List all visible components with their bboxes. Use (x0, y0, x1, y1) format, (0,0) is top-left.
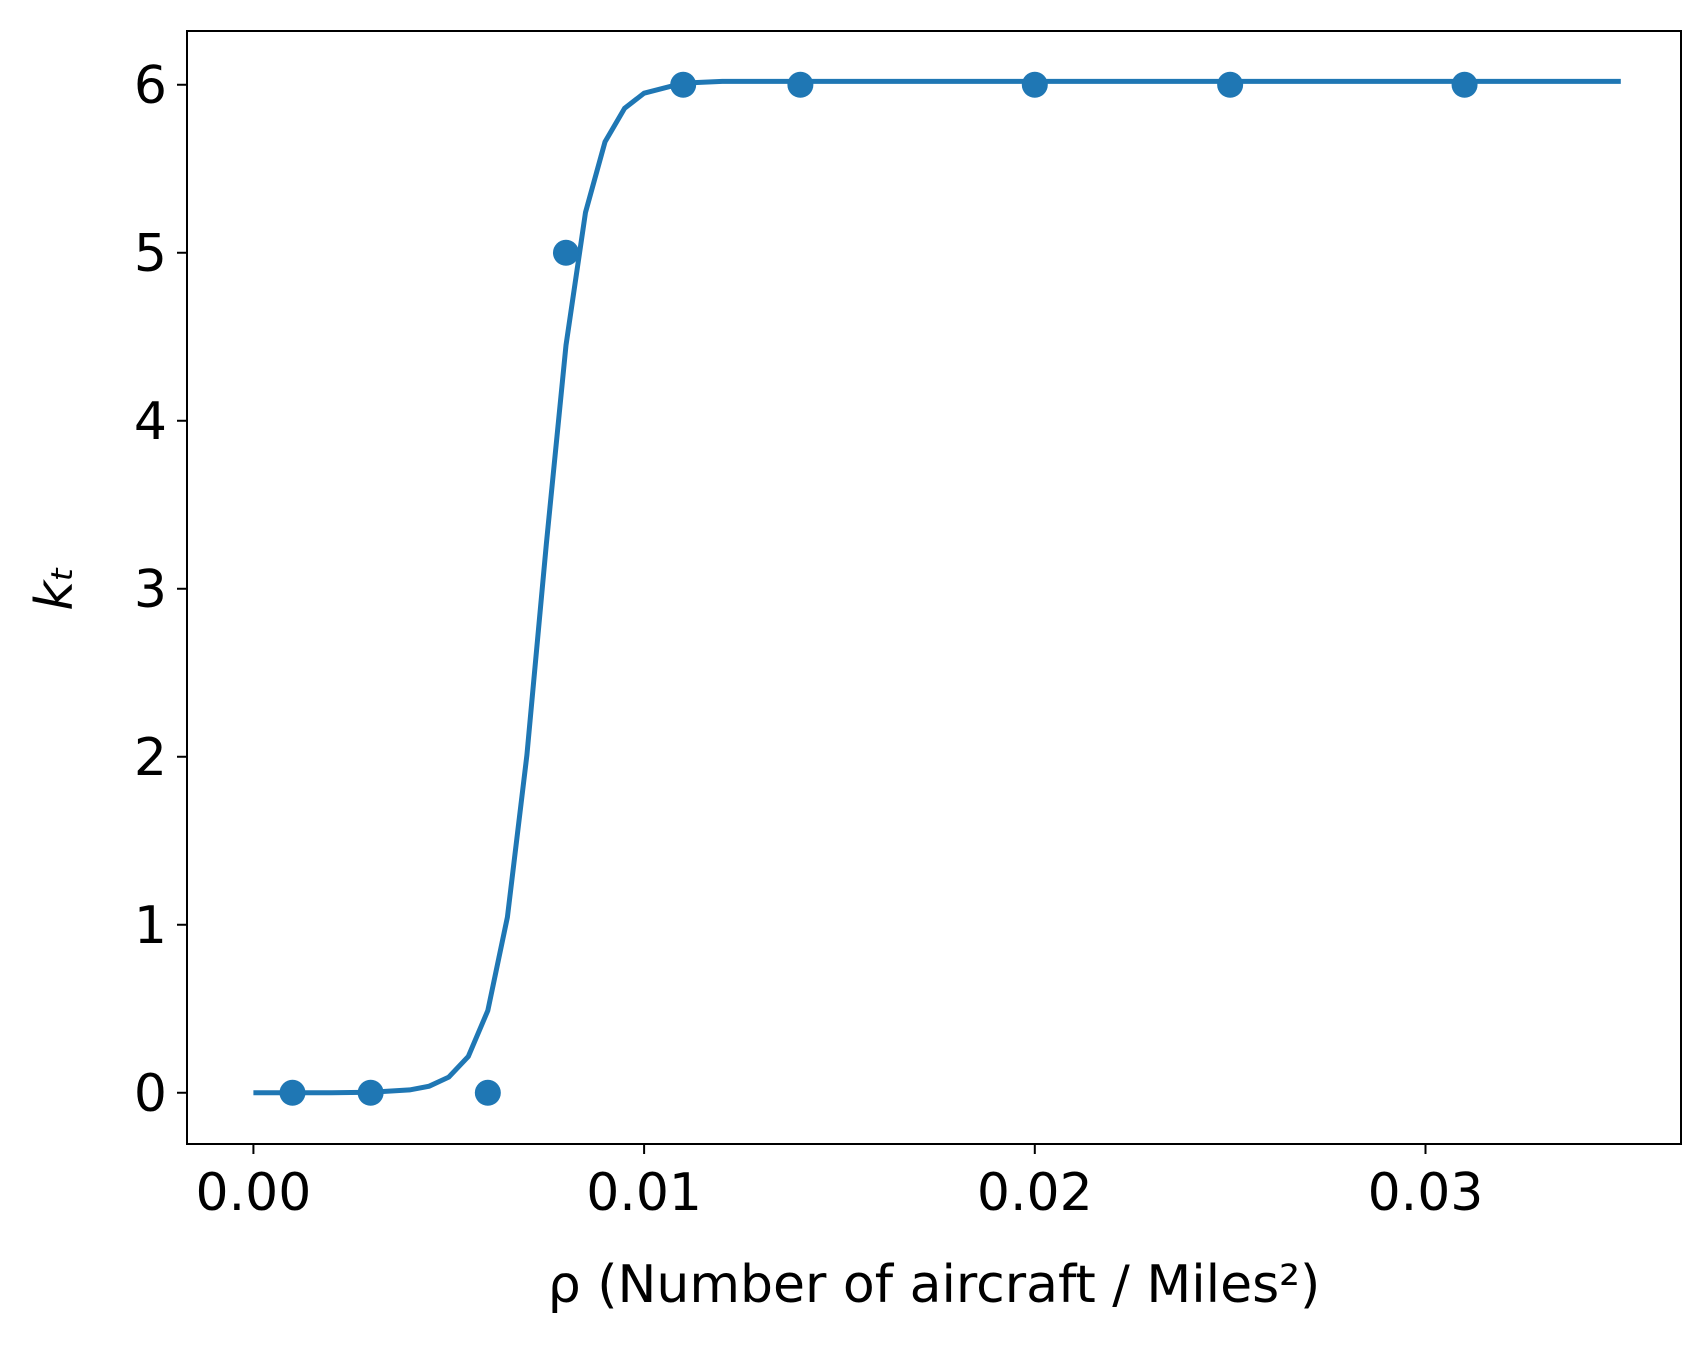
data-point (474, 1079, 501, 1106)
y-tick-label: 2 (134, 728, 167, 788)
data-point (279, 1079, 306, 1106)
x-axis-label: ρ (Number of aircraft / Miles²) (548, 1255, 1321, 1315)
data-point (552, 239, 579, 266)
y-tick-label: 1 (134, 896, 167, 956)
y-tick-label: 4 (134, 392, 167, 452)
data-point (787, 71, 814, 98)
x-tick-label: 0.01 (586, 1163, 702, 1223)
data-point (1217, 71, 1244, 98)
y-tick-label: 0 (134, 1064, 167, 1124)
y-tick-label: 3 (134, 560, 167, 620)
x-tick-label: 0.02 (977, 1163, 1093, 1223)
data-point (1021, 71, 1048, 98)
y-tick-label: 6 (134, 56, 167, 116)
x-tick-label: 0.00 (196, 1163, 312, 1223)
data-point (670, 71, 697, 98)
data-point (1451, 71, 1478, 98)
fit-line (253, 78, 1621, 1096)
y-tick-label: 5 (134, 224, 167, 284)
y-axis-label: kₜ (25, 565, 85, 610)
data-point (357, 1079, 384, 1106)
x-tick-label: 0.03 (1368, 1163, 1484, 1223)
plot-frame (186, 30, 1682, 1145)
